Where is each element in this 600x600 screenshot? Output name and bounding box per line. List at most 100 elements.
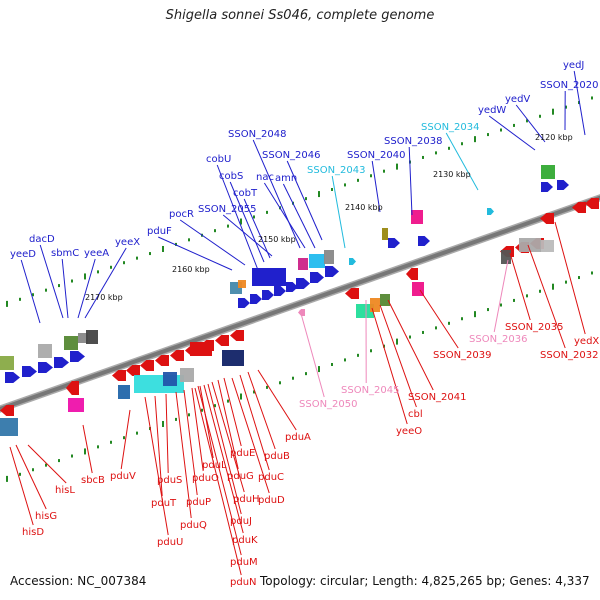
leader-line-lower (154, 395, 163, 497)
scale-tick (552, 108, 554, 115)
reverse-gene-arrow (112, 370, 126, 381)
gene-label-lower: pduC (258, 472, 284, 483)
scale-tick (6, 300, 8, 307)
gene-label-upper: SSON_2034 (421, 122, 480, 133)
forward-gene-block (252, 268, 286, 286)
leader-line-lower (223, 377, 242, 447)
scale-tick (565, 280, 567, 284)
leader-line-upper (157, 236, 233, 271)
gene-label-lower: hisG (35, 511, 57, 522)
leader-line-upper (222, 214, 273, 257)
reverse-gene-arrow (406, 268, 418, 280)
scale-tick (136, 256, 138, 260)
leader-line-upper (252, 139, 301, 249)
scale-tick (19, 472, 21, 476)
gene-label-lower: yeeO (396, 426, 422, 437)
comparison-block (238, 280, 246, 288)
comparison-block (540, 240, 554, 252)
scale-tick (253, 390, 255, 394)
leader-line-upper (371, 160, 381, 213)
scale-tick (357, 353, 359, 357)
comparison-block (222, 350, 244, 366)
reverse-gene-arrow (140, 360, 154, 371)
scale-tick (71, 454, 73, 458)
gene-label-upper: yedW (478, 105, 506, 116)
comparison-block (356, 304, 374, 318)
scale-tick (396, 338, 398, 345)
leader-line-lower (203, 384, 244, 534)
gene-label-lower: pduK (232, 535, 258, 546)
scale-tick (110, 265, 112, 269)
scale-tick (513, 298, 515, 302)
leader-line-lower (217, 379, 239, 470)
gene-label-lower: SSON_2036 (469, 334, 528, 345)
gene-label-upper: nac (256, 172, 274, 183)
scale-label: 2150 kbp (258, 235, 296, 244)
scale-tick (344, 183, 346, 187)
genome-summary-text: Topology: circular; Length: 4,825,265 bp… (260, 574, 590, 588)
comparison-block (309, 254, 325, 268)
gene-label-lower: pduQ (180, 520, 207, 531)
leader-line-upper (488, 115, 536, 151)
gene-label-upper: yedJ (563, 60, 584, 71)
gene-label-lower: pduG (227, 471, 254, 482)
scale-label: 2130 kbp (433, 170, 471, 179)
accession-text: Accession: NC_007384 (10, 574, 147, 588)
reverse-gene-arrow (126, 365, 140, 376)
leader-line-lower (419, 289, 459, 349)
leader-line-upper (286, 160, 323, 241)
scale-tick (539, 289, 541, 293)
leader-line-upper (39, 244, 64, 319)
scale-tick (227, 224, 229, 228)
leader-line-lower (120, 409, 131, 470)
scale-tick (474, 136, 476, 143)
scale-tick (474, 311, 476, 318)
gene-label-lower: pduA (285, 432, 311, 443)
scale-tick (344, 358, 346, 362)
gene-label-lower: pduM (230, 557, 258, 568)
scale-tick (552, 283, 554, 290)
comparison-block (0, 356, 14, 370)
scale-label: 2120 kbp (535, 133, 573, 142)
leader-line-upper (20, 259, 41, 324)
leader-line-upper (331, 175, 346, 249)
leader-line-lower (191, 387, 204, 472)
comparison-block (180, 368, 194, 382)
gene-label-lower: pduL (202, 460, 227, 471)
scale-tick (383, 169, 385, 173)
leader-line-upper (445, 132, 479, 191)
forward-gene-arrow (250, 294, 262, 304)
leader-line-lower (493, 259, 509, 333)
leader-lines-layer (9, 70, 586, 576)
leader-line-lower (509, 252, 531, 321)
leader-line-upper (243, 198, 271, 259)
leader-line-lower (554, 221, 586, 335)
gene-labels-layer: 2120 kbp 2130 kbp 2140 kbp 2150 kbp 2160 kbp… (10, 60, 599, 588)
scale-tick (487, 308, 489, 312)
leader-line-upper (77, 258, 96, 319)
gene-label-lower: pduB (264, 451, 290, 462)
reverse-gene-block (190, 342, 212, 356)
reverse-gene-arrow (230, 330, 244, 341)
scale-tick (188, 413, 190, 417)
scale-tick (331, 187, 333, 191)
scale-tick (461, 142, 463, 146)
scale-tick (58, 284, 60, 288)
leader-line-lower (371, 307, 408, 425)
backbone-line (0, 195, 600, 412)
gene-label-upper: SSON_2055 (198, 204, 257, 215)
comparison-block (541, 165, 555, 179)
forward-gene-arrow (54, 357, 69, 368)
scale-tick (305, 197, 307, 201)
scale-label: 2160 kbp (172, 265, 210, 274)
comparison-block (411, 210, 423, 224)
leader-line-lower (144, 396, 169, 536)
gene-label-upper: cobS (219, 171, 243, 182)
scale-tick (578, 276, 580, 280)
scale-tick (162, 245, 164, 252)
forward-gene-arrow (38, 362, 53, 373)
comparison-block (382, 228, 388, 240)
gene-label-lower: pduS (157, 475, 182, 486)
leader-line-lower (9, 446, 34, 526)
